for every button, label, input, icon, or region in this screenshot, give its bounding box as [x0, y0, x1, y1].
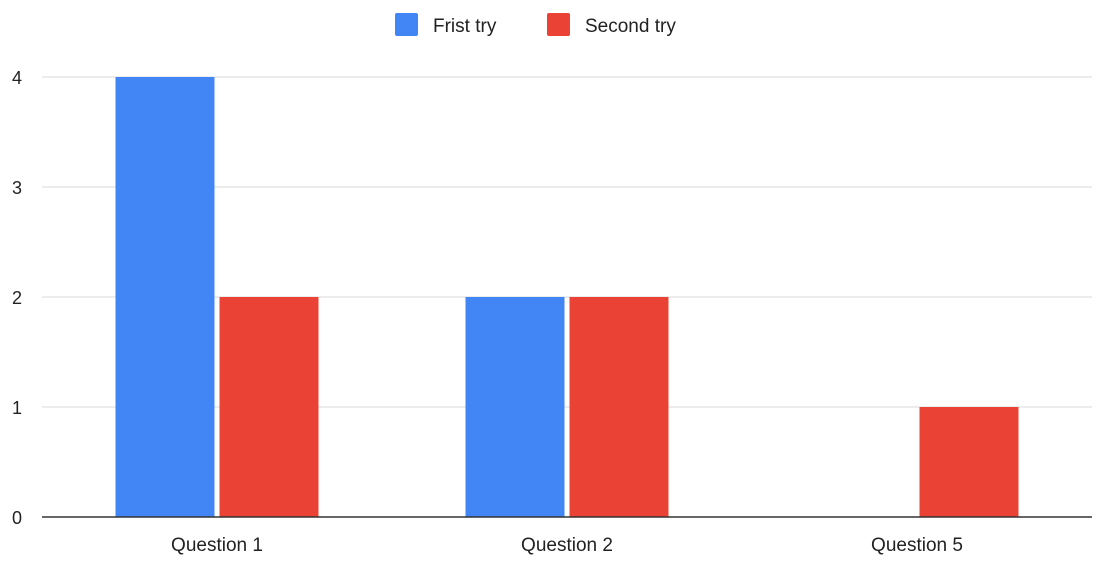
- legend: Frist try Second try: [395, 13, 676, 37]
- bar-second-try-question-1: [219, 297, 319, 517]
- x-category-label: Question 5: [871, 535, 963, 556]
- x-category-label: Question 1: [171, 535, 263, 556]
- y-tick-label: 1: [12, 398, 22, 418]
- bar-frist-try-question-1: [115, 77, 215, 517]
- bar-second-try-question-5: [919, 407, 1019, 517]
- bar-frist-try-question-2: [465, 297, 565, 517]
- y-tick-label: 3: [12, 178, 22, 198]
- y-tick-label: 0: [12, 508, 22, 528]
- x-category-labels: Question 1 Question 2 Question 5: [171, 535, 963, 556]
- bar-second-try-question-2: [569, 297, 669, 517]
- legend-label: Second try: [585, 16, 676, 37]
- bars: [115, 77, 1019, 517]
- y-tick-label: 4: [12, 68, 22, 88]
- legend-swatch: [395, 13, 418, 36]
- x-category-label: Question 2: [521, 535, 613, 556]
- y-tick-labels: 0 1 2 3 4: [12, 68, 22, 528]
- gridlines: [42, 76, 1092, 408]
- legend-swatch: [547, 13, 570, 36]
- legend-label: Frist try: [433, 16, 497, 37]
- y-tick-label: 2: [12, 288, 22, 308]
